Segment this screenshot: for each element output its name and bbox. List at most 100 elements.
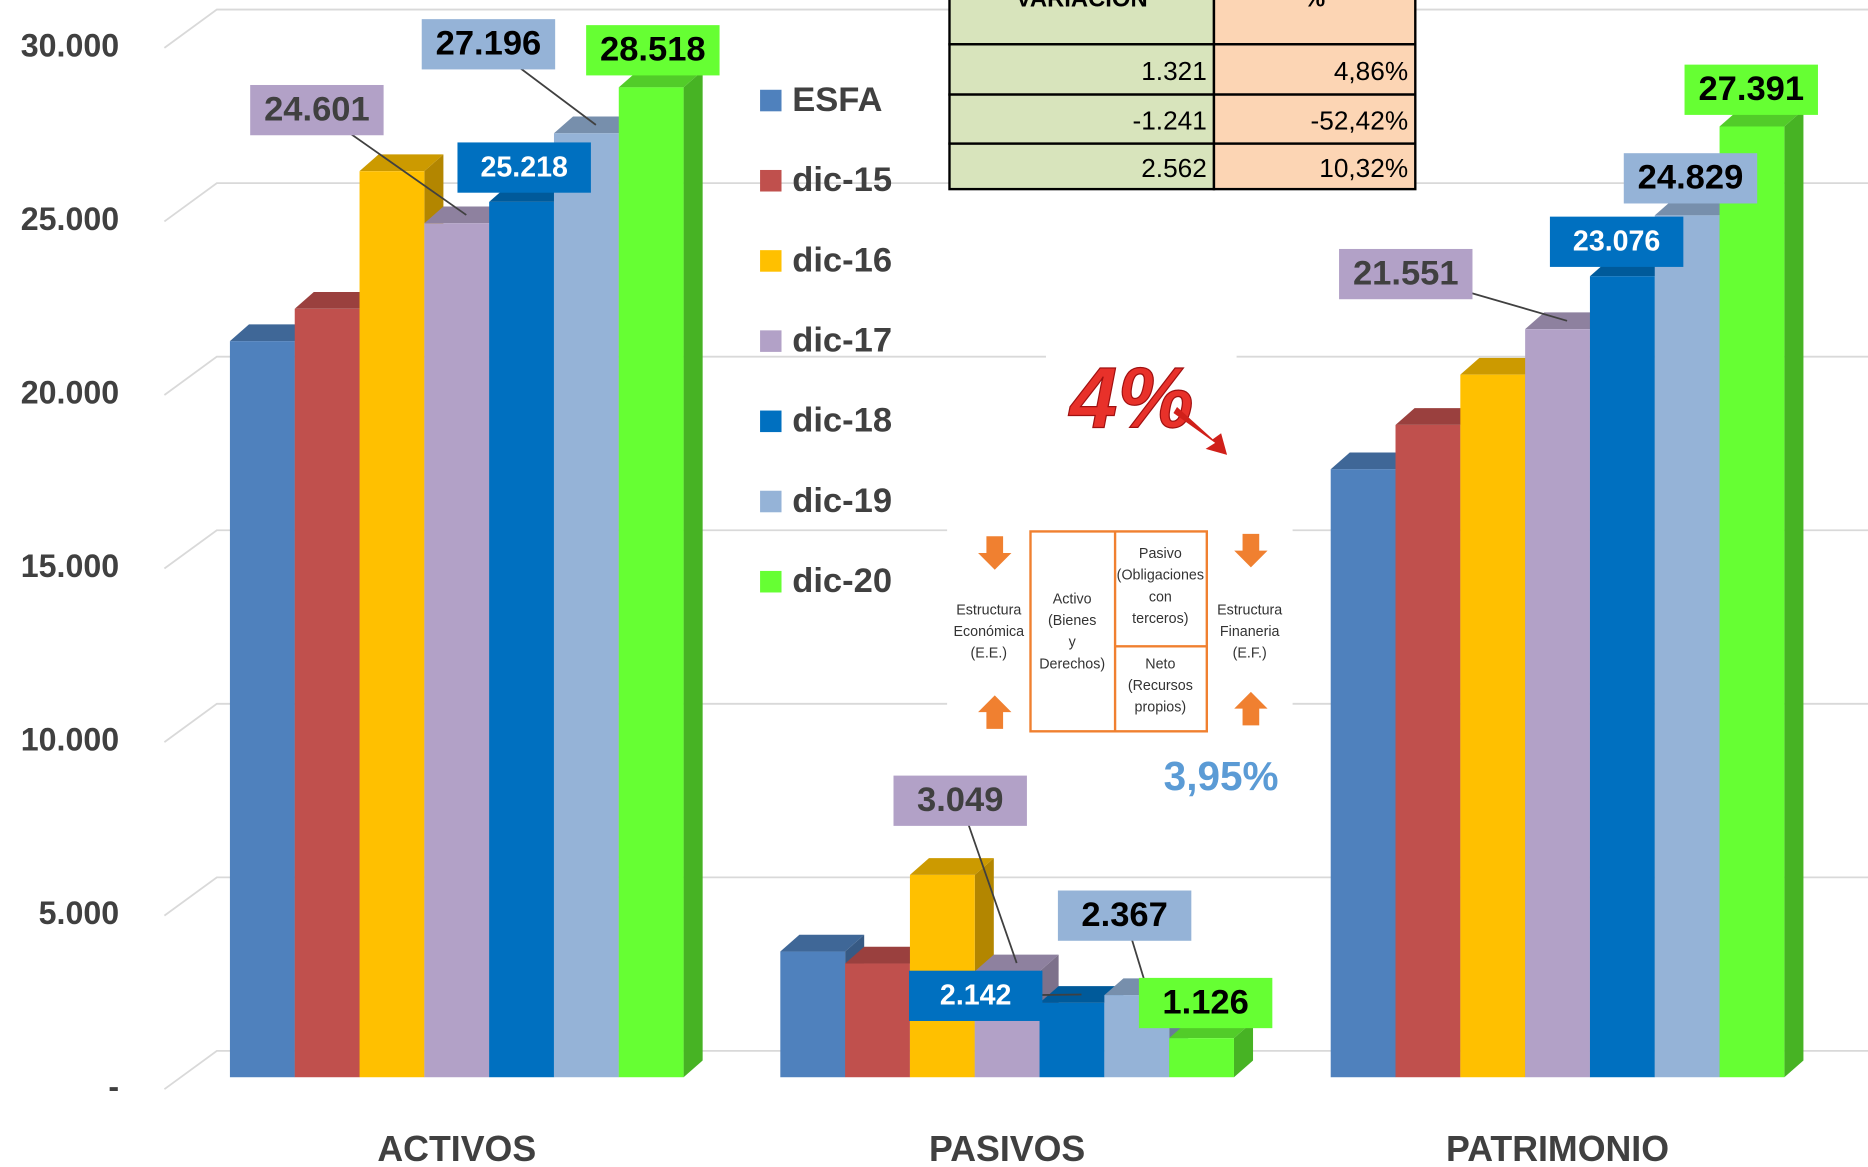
data-label: 3.049 bbox=[917, 781, 1003, 819]
table-cell bbox=[1212, 142, 1417, 191]
bar-top bbox=[359, 154, 444, 172]
legend-label: dic-16 bbox=[792, 241, 892, 279]
bar-front bbox=[229, 341, 295, 1078]
diagram-text: Activo (Bienes y Derechos) bbox=[1039, 591, 1105, 672]
bar-top bbox=[780, 934, 865, 952]
grid: - 5.000 10.000 15.000 20.000 25.000 30.000 bbox=[21, 8, 1868, 1105]
label-box bbox=[1549, 216, 1684, 267]
bar-side bbox=[683, 70, 703, 1078]
data-label: 27.196 bbox=[436, 25, 542, 63]
label-box bbox=[1684, 64, 1818, 115]
table-value: -1.241 bbox=[1133, 106, 1207, 136]
bar-front bbox=[1525, 329, 1590, 1078]
diagram-text-line: Activo bbox=[1053, 591, 1092, 607]
label-box bbox=[250, 84, 384, 136]
legend-swatch bbox=[760, 490, 782, 513]
diagram-text-line: Económica bbox=[953, 624, 1024, 640]
diagram-text-line: Derechos) bbox=[1039, 656, 1105, 672]
legend-label: dic-15 bbox=[792, 161, 892, 199]
table-cell bbox=[1212, 43, 1417, 96]
diagram-text: Pasivo (Obligaciones con terceros) bbox=[1117, 546, 1204, 627]
y-tick-label: 10.000 bbox=[21, 722, 119, 758]
table-value: 10,32% bbox=[1319, 153, 1408, 183]
legend-label: dic-18 bbox=[792, 402, 892, 440]
y-tick-label: 25.000 bbox=[21, 201, 119, 237]
data-label: 23.076 bbox=[1573, 225, 1660, 257]
data-label: 2.367 bbox=[1081, 896, 1167, 934]
diagram-text-line: Pasivo bbox=[1139, 546, 1182, 562]
bar-top bbox=[845, 946, 929, 964]
bar-front bbox=[618, 87, 684, 1078]
label-box bbox=[908, 970, 1043, 1021]
grid-line bbox=[163, 1050, 1868, 1090]
y-tick-label: - bbox=[108, 1069, 119, 1105]
table-value: -52,42% bbox=[1311, 106, 1409, 136]
bar-front bbox=[1460, 374, 1526, 1078]
x-tick-label: PASIVOS bbox=[929, 1129, 1085, 1167]
label-box bbox=[1138, 977, 1273, 1029]
legend-label: dic-19 bbox=[792, 482, 892, 520]
legend-swatch bbox=[760, 169, 782, 192]
bar-top bbox=[1330, 452, 1415, 470]
legend-label: dic-17 bbox=[792, 321, 892, 359]
data-label: 21.551 bbox=[1353, 254, 1459, 292]
diagram-text-line: Finaneria bbox=[1220, 624, 1280, 640]
image-bg bbox=[1045, 347, 1237, 461]
bar-front bbox=[489, 201, 554, 1078]
data-label: 2.142 bbox=[940, 980, 1012, 1012]
diagram-text-line: Neto bbox=[1145, 656, 1175, 672]
legend-label: dic-20 bbox=[792, 562, 892, 600]
table-cell bbox=[1212, 93, 1417, 145]
annotation: 3,95% bbox=[1164, 753, 1279, 799]
bar-side bbox=[1784, 109, 1804, 1078]
diagram-text: Estructura Finaneria (E.F.) bbox=[1217, 602, 1282, 661]
diagram-text-line: (Obligaciones bbox=[1117, 567, 1204, 583]
data-label: 1.126 bbox=[1162, 983, 1248, 1021]
bar-side bbox=[1233, 1021, 1254, 1078]
leader-line bbox=[959, 800, 1018, 964]
label-box bbox=[1623, 153, 1758, 204]
legend-swatch bbox=[760, 330, 782, 352]
bar-top bbox=[909, 858, 994, 875]
arrow bbox=[1173, 406, 1228, 455]
data-label: 25.218 bbox=[480, 151, 567, 183]
grid-line bbox=[163, 702, 1868, 743]
diagram-text-line: y bbox=[1069, 635, 1077, 651]
label-box bbox=[1339, 248, 1473, 300]
table-value: 1.321 bbox=[1141, 56, 1207, 86]
arrow-icon bbox=[978, 536, 1012, 570]
bar-top bbox=[1460, 357, 1545, 375]
bar-front bbox=[1589, 276, 1655, 1078]
legend-label: ESFA bbox=[792, 81, 882, 119]
bar bbox=[1719, 109, 1804, 1078]
bar-top bbox=[424, 206, 509, 224]
bar bbox=[618, 70, 703, 1078]
label-box bbox=[586, 25, 720, 76]
table-value: 4,86% bbox=[1334, 56, 1408, 86]
bar-front bbox=[1719, 126, 1785, 1078]
table-cell bbox=[948, 43, 1216, 96]
legend-swatch bbox=[760, 250, 782, 272]
bar-front bbox=[1395, 424, 1461, 1078]
bar-front bbox=[294, 308, 360, 1078]
x-tick-label: ACTIVOS bbox=[377, 1129, 536, 1167]
overlay: ACTIVOS PASIVOS PATRIMONIO ESFA dic-15 dic-16… bbox=[250, 0, 1818, 1167]
grid-line bbox=[163, 355, 1868, 396]
grid-line bbox=[163, 529, 1868, 570]
diagram-text: Neto (Recursos propios) bbox=[1128, 656, 1193, 715]
diagram-text: Estructura Económica (E.E.) bbox=[953, 602, 1024, 661]
table-value: 2.562 bbox=[1141, 153, 1207, 183]
diagram-text-line: Estructura bbox=[1217, 602, 1282, 618]
bar-front bbox=[1654, 215, 1720, 1078]
label-box bbox=[421, 19, 556, 70]
bar-front bbox=[780, 951, 846, 1078]
bar-front bbox=[845, 963, 910, 1078]
diagram-text-line: (E.F.) bbox=[1233, 645, 1267, 661]
label-box bbox=[1057, 890, 1192, 941]
bar-top bbox=[294, 292, 379, 309]
y-tick-label: 15.000 bbox=[21, 548, 119, 584]
bar-front bbox=[1039, 1002, 1105, 1078]
data-label: 24.829 bbox=[1638, 159, 1744, 197]
diagram-text-line: (Recursos bbox=[1128, 678, 1193, 694]
